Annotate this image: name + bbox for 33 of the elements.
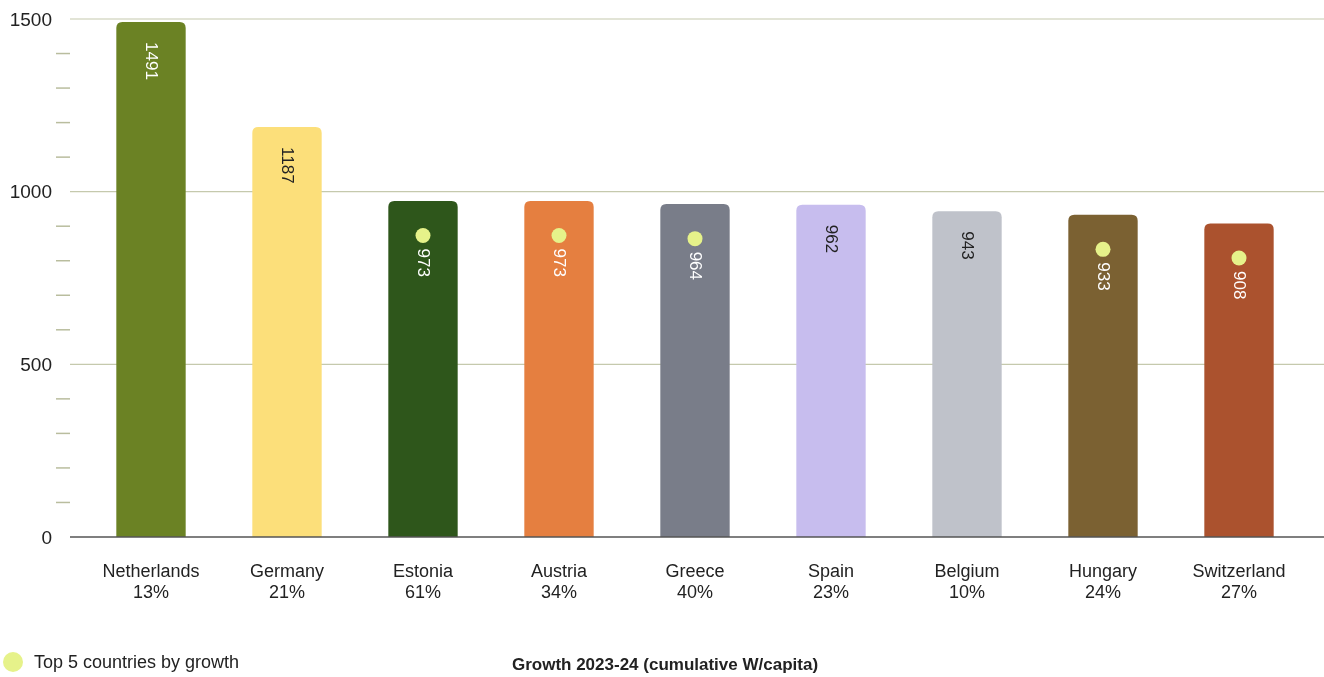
x-tick-label: Estonia 61% bbox=[392, 561, 454, 602]
x-tick-label: Austria 34% bbox=[530, 561, 588, 602]
y-tick-label: 0 bbox=[41, 526, 52, 548]
y-tick-label: 1000 bbox=[9, 181, 52, 203]
data-label: 908 bbox=[1229, 270, 1249, 300]
data-label: 943 bbox=[957, 231, 977, 260]
bar bbox=[388, 200, 458, 537]
data-label: 1491 bbox=[141, 42, 161, 80]
data-label: 933 bbox=[1093, 262, 1113, 291]
data-label: 964 bbox=[685, 251, 705, 281]
bar bbox=[932, 211, 1002, 537]
y-tick-label: 500 bbox=[20, 353, 52, 375]
legend-label: Top 5 countries by growth bbox=[34, 652, 240, 672]
y-tick-label: 1500 bbox=[9, 8, 52, 30]
x-tick-label: Switzerland 27% bbox=[1192, 561, 1286, 602]
x-tick-label: Netherlands 13% bbox=[102, 561, 200, 602]
x-tick-label: Hungary 24% bbox=[1068, 561, 1138, 602]
bar bbox=[1068, 214, 1138, 537]
bar bbox=[1204, 223, 1274, 537]
x-axis-title: Growth 2023-24 (cumulative W/capita) bbox=[511, 654, 819, 674]
data-label: 962 bbox=[821, 224, 841, 254]
bar bbox=[116, 22, 186, 537]
bar bbox=[660, 204, 730, 537]
bar bbox=[524, 200, 594, 537]
x-tick-label: Belgium 10% bbox=[934, 561, 1000, 602]
data-label: 1187 bbox=[277, 147, 297, 184]
x-tick-label: Spain 23% bbox=[807, 561, 855, 602]
data-label: 973 bbox=[549, 248, 569, 277]
x-tick-label: Greece 40% bbox=[665, 561, 725, 602]
x-tick-label: Germany 21% bbox=[249, 561, 325, 602]
bar bbox=[796, 204, 866, 537]
data-label: 973 bbox=[413, 248, 433, 277]
bar bbox=[252, 127, 322, 537]
